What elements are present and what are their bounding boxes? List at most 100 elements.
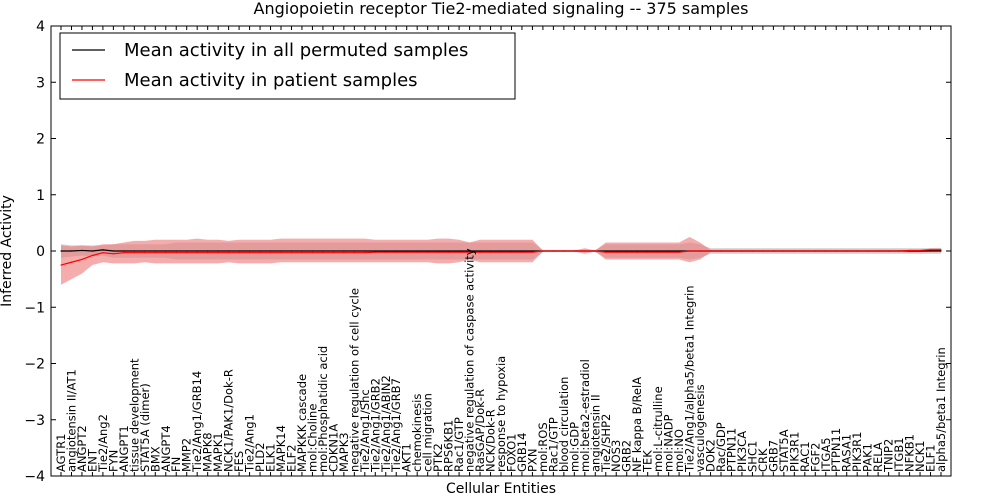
x-tick-label: angiotensin II/AT1 bbox=[64, 369, 78, 472]
patient-mean-line-point bbox=[311, 252, 314, 254]
patient-mean-line-point bbox=[269, 252, 272, 254]
x-tick-label: ANGPT4 bbox=[159, 425, 173, 472]
legend-label-patient: Mean activity in patient samples bbox=[124, 70, 418, 91]
patient-mean-line-point bbox=[427, 251, 429, 253]
y-axis-label: Inferred Activity bbox=[0, 195, 15, 307]
y-tick-label: −1 bbox=[24, 300, 45, 316]
x-tick-label: mol:GDP bbox=[567, 422, 581, 472]
permuted-mean-line-point bbox=[647, 250, 649, 252]
patient-mean-line-point bbox=[762, 250, 764, 252]
patient-mean-line-point bbox=[908, 249, 911, 252]
x-tick-label: mol:NO bbox=[672, 429, 686, 472]
permuted-mean-line-point bbox=[269, 250, 272, 252]
x-tick-label: PLD2 bbox=[253, 442, 267, 472]
patient-mean-line-point bbox=[940, 249, 942, 251]
x-tick-label: cell migration bbox=[421, 393, 435, 472]
x-tick-label: Rac1/GTP bbox=[452, 417, 466, 472]
x-tick-label: FGF2 bbox=[808, 443, 822, 472]
x-tick-label: mol:Choline bbox=[305, 404, 319, 472]
x-tick-label: MAPK8 bbox=[201, 432, 215, 472]
permuted-mean-line-point bbox=[678, 250, 680, 252]
x-tick-label: Tie2/Ang1/GRB14 bbox=[190, 371, 204, 473]
permuted-mean-line-point bbox=[500, 250, 502, 252]
x-tick-label: NCK1/PAK1/Dok-R bbox=[222, 369, 236, 472]
patient-mean-line-point bbox=[416, 251, 418, 253]
patient-mean-line-point bbox=[154, 252, 156, 254]
y-tick-label: 1 bbox=[36, 188, 45, 204]
patient-mean-line-point bbox=[343, 252, 345, 254]
patient-mean-line-point bbox=[468, 251, 471, 253]
patient-mean-line-point bbox=[385, 251, 387, 253]
patient-mean-line-point bbox=[730, 250, 733, 252]
x-tick-label: PIK3R1 bbox=[787, 432, 801, 473]
permuted-mean-line-point bbox=[416, 250, 418, 252]
patient-mean-line-point bbox=[584, 250, 586, 252]
y-tick-label: −2 bbox=[24, 357, 45, 373]
x-tick-label: GRB14 bbox=[515, 433, 529, 472]
permuted-mean-line-point bbox=[605, 250, 607, 252]
patient-mean-line-point bbox=[91, 254, 94, 257]
permuted-mean-line-point bbox=[133, 250, 135, 252]
permuted-mean-line-point bbox=[301, 250, 303, 252]
patient-mean-line-point bbox=[186, 252, 188, 254]
x-tick-label: negative regulation of caspase activity bbox=[463, 248, 477, 472]
permuted-mean-line-point bbox=[940, 250, 942, 252]
permuted-mean-line-point bbox=[479, 250, 481, 252]
patient-mean-line-point bbox=[290, 252, 293, 254]
patient-mean-line-point bbox=[647, 251, 649, 253]
x-tick-label: Tie2/Ang1/alpha5/beta1 Integrin bbox=[683, 285, 697, 473]
patient-mean-line-point bbox=[919, 249, 921, 252]
patient-mean-line-point bbox=[322, 252, 324, 254]
x-tick-label: FES bbox=[232, 451, 246, 472]
x-tick-label: chemokinesis bbox=[410, 394, 424, 472]
x-tick-label: MAPK1 bbox=[211, 432, 225, 472]
x-tick-label: MAPK14 bbox=[274, 425, 288, 472]
x-tick-label: Tie2/SHP2 bbox=[599, 414, 613, 473]
patient-mean-line-point bbox=[353, 252, 355, 254]
patient-mean-line-point bbox=[217, 252, 219, 254]
x-tick-label: FYN bbox=[106, 450, 120, 472]
x-tick-label: PIK3CA bbox=[735, 431, 749, 472]
y-tick-label: −3 bbox=[24, 413, 45, 429]
x-tick-label: PTPN11 bbox=[724, 428, 738, 472]
x-tick-label: MAPKKK cascade bbox=[295, 374, 309, 472]
legend: Mean activity in all permuted samples Me… bbox=[59, 32, 516, 100]
patient-mean-line-point bbox=[856, 250, 858, 252]
x-tick-label: RELA bbox=[871, 442, 885, 472]
permuted-mean-line-point bbox=[91, 250, 94, 252]
patient-mean-line-point bbox=[542, 250, 544, 252]
permuted-mean-line-point bbox=[311, 250, 314, 252]
patient-mean-line-point bbox=[175, 252, 177, 254]
patient-mean-line-point bbox=[374, 251, 376, 253]
patient-mean-line-point bbox=[133, 252, 135, 254]
permuted-mean-line-point bbox=[196, 250, 198, 252]
x-axis-label: Cellular Entities bbox=[446, 481, 556, 497]
patient-mean-line-point bbox=[835, 250, 837, 252]
patient-mean-line-point bbox=[657, 251, 659, 253]
patient-mean-line-point bbox=[688, 250, 691, 252]
x-tick-label: ANGPT2 bbox=[75, 425, 89, 472]
patient-mean-line-point bbox=[406, 251, 408, 253]
permuted-mean-line-point bbox=[531, 250, 534, 252]
patient-mean-line-point bbox=[699, 250, 701, 252]
x-tick-label: response to hypoxia bbox=[494, 356, 508, 472]
permuted-mean-line-point bbox=[458, 250, 460, 252]
permuted-mean-line-point bbox=[123, 250, 125, 252]
patient-mean-line-point bbox=[248, 252, 251, 254]
permuted-mean-line-point bbox=[259, 250, 261, 252]
patient-mean-line-point bbox=[81, 258, 83, 261]
x-tick-label: NFKB1 bbox=[903, 434, 917, 472]
patient-mean-line-point bbox=[793, 250, 795, 252]
x-tick-label: DOK2 bbox=[704, 439, 718, 472]
x-tick-label: mol:ROS bbox=[536, 422, 550, 472]
x-tick-label: Tie2/Ang1/Shc bbox=[358, 389, 372, 473]
patient-mean-line-point bbox=[259, 252, 261, 254]
patient-mean-line-point bbox=[280, 252, 282, 254]
permuted-mean-line-point bbox=[427, 250, 429, 252]
patient-mean-line-point bbox=[626, 251, 628, 253]
permuted-mean-line-point bbox=[437, 250, 439, 252]
x-tick-label: ITGA5 bbox=[819, 437, 833, 472]
x-tick-label: angiotensin II bbox=[588, 394, 602, 472]
patient-mean-line-point bbox=[510, 251, 513, 253]
patient-mean-line-point bbox=[70, 261, 73, 263]
